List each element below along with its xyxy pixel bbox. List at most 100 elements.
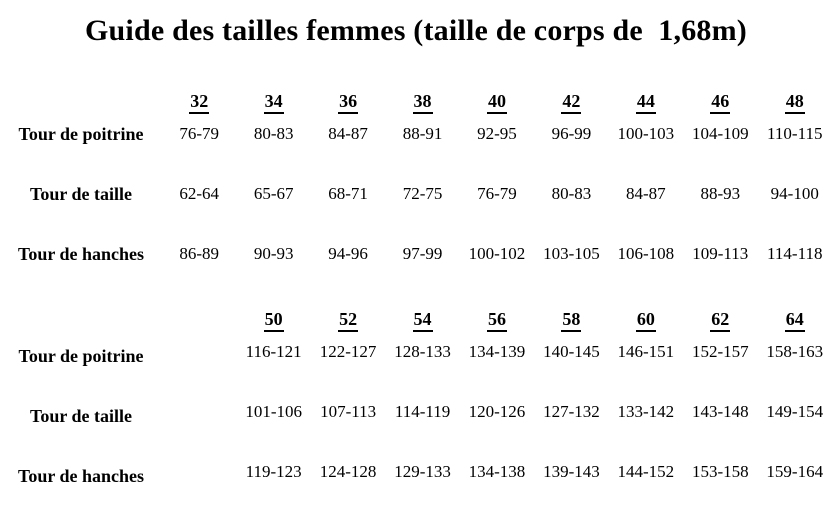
block2-size-header-row: 50 52 54 56 58 60 62 64 xyxy=(0,296,832,334)
measurement-cell: 80-83 xyxy=(236,116,310,176)
measurement-cell: 139-143 xyxy=(534,454,608,514)
measurement-cell: 88-93 xyxy=(683,176,757,236)
size-header: 46 xyxy=(710,92,730,114)
size-header-cell: 48 xyxy=(758,86,832,116)
measurement-cell: 68-71 xyxy=(311,176,385,236)
measurement-cell: 94-100 xyxy=(758,176,832,236)
table-row-chest-2: Tour de poitrine 116-121 122-127 128-133… xyxy=(0,334,832,394)
size-header-cell: 54 xyxy=(385,296,459,334)
measurement-cell: 124-128 xyxy=(311,454,385,514)
measurement-cell: 116-121 xyxy=(236,334,310,394)
measurement-cell: 92-95 xyxy=(460,116,534,176)
size-header-cell: 58 xyxy=(534,296,608,334)
measurement-cell: 140-145 xyxy=(534,334,608,394)
measurement-cell: 133-142 xyxy=(609,394,683,454)
measurement-cell: 106-108 xyxy=(609,236,683,296)
measurement-cell: 88-91 xyxy=(385,116,459,176)
measurement-cell: 122-127 xyxy=(311,334,385,394)
size-header-cell: 34 xyxy=(236,86,310,116)
row-label: Tour de hanches xyxy=(0,454,162,514)
size-header-cell: 64 xyxy=(758,296,832,334)
size-header-cell: 38 xyxy=(385,86,459,116)
spacer-cell xyxy=(162,296,236,334)
corner-spacer-cell xyxy=(0,86,162,116)
measurement-cell: 128-133 xyxy=(385,334,459,394)
row-label: Tour de hanches xyxy=(0,236,162,296)
measurement-cell: 146-151 xyxy=(609,334,683,394)
size-header: 50 xyxy=(264,310,284,332)
measurement-cell: 134-139 xyxy=(460,334,534,394)
spacer-cell xyxy=(162,394,236,454)
measurement-cell: 97-99 xyxy=(385,236,459,296)
size-header: 36 xyxy=(338,92,358,114)
measurement-cell: 119-123 xyxy=(236,454,310,514)
corner-spacer-cell xyxy=(0,296,162,334)
size-header-cell: 46 xyxy=(683,86,757,116)
table-row-waist-1: Tour de taille 62-64 65-67 68-71 72-75 7… xyxy=(0,176,832,236)
size-header-cell: 36 xyxy=(311,86,385,116)
measurement-cell: 109-113 xyxy=(683,236,757,296)
measurement-cell: 110-115 xyxy=(758,116,832,176)
size-header: 54 xyxy=(413,310,433,332)
measurement-cell: 114-119 xyxy=(385,394,459,454)
measurement-cell: 152-157 xyxy=(683,334,757,394)
table-row-hips-1: Tour de hanches 86-89 90-93 94-96 97-99 … xyxy=(0,236,832,296)
measurement-cell: 129-133 xyxy=(385,454,459,514)
size-header-cell: 40 xyxy=(460,86,534,116)
row-label: Tour de taille xyxy=(0,176,162,236)
measurement-cell: 84-87 xyxy=(311,116,385,176)
row-label: Tour de taille xyxy=(0,394,162,454)
size-header: 40 xyxy=(487,92,507,114)
size-guide-table: 32 34 36 38 40 42 44 46 48 Tour de poitr… xyxy=(0,86,832,514)
size-header-cell: 62 xyxy=(683,296,757,334)
size-header-cell: 32 xyxy=(162,86,236,116)
measurement-cell: 86-89 xyxy=(162,236,236,296)
size-header: 62 xyxy=(710,310,730,332)
size-header: 32 xyxy=(189,92,209,114)
measurement-cell: 143-148 xyxy=(683,394,757,454)
table-row-chest-1: Tour de poitrine 76-79 80-83 84-87 88-91… xyxy=(0,116,832,176)
measurement-cell: 96-99 xyxy=(534,116,608,176)
size-header: 64 xyxy=(785,310,805,332)
measurement-cell: 114-118 xyxy=(758,236,832,296)
size-header-cell: 44 xyxy=(609,86,683,116)
measurement-cell: 72-75 xyxy=(385,176,459,236)
size-header-cell: 50 xyxy=(236,296,310,334)
measurement-cell: 65-67 xyxy=(236,176,310,236)
size-header: 38 xyxy=(413,92,433,114)
row-label: Tour de poitrine xyxy=(0,334,162,394)
measurement-cell: 120-126 xyxy=(460,394,534,454)
measurement-cell: 100-102 xyxy=(460,236,534,296)
size-header: 34 xyxy=(264,92,284,114)
size-header-cell: 52 xyxy=(311,296,385,334)
spacer-cell xyxy=(162,334,236,394)
measurement-cell: 94-96 xyxy=(311,236,385,296)
size-header-cell: 60 xyxy=(609,296,683,334)
spacer-cell xyxy=(162,454,236,514)
measurement-cell: 153-158 xyxy=(683,454,757,514)
measurement-cell: 159-164 xyxy=(758,454,832,514)
size-header: 52 xyxy=(338,310,358,332)
measurement-cell: 62-64 xyxy=(162,176,236,236)
table-row-waist-2: Tour de taille 101-106 107-113 114-119 1… xyxy=(0,394,832,454)
measurement-cell: 144-152 xyxy=(609,454,683,514)
measurement-cell: 80-83 xyxy=(534,176,608,236)
row-label: Tour de poitrine xyxy=(0,116,162,176)
size-header: 60 xyxy=(636,310,656,332)
measurement-cell: 76-79 xyxy=(162,116,236,176)
block1-size-header-row: 32 34 36 38 40 42 44 46 48 xyxy=(0,86,832,116)
page-title: Guide des tailles femmes (taille de corp… xyxy=(0,0,832,50)
measurement-cell: 84-87 xyxy=(609,176,683,236)
measurement-cell: 149-154 xyxy=(758,394,832,454)
measurement-cell: 76-79 xyxy=(460,176,534,236)
size-header: 48 xyxy=(785,92,805,114)
table-row-hips-2: Tour de hanches 119-123 124-128 129-133 … xyxy=(0,454,832,514)
measurement-cell: 103-105 xyxy=(534,236,608,296)
measurement-cell: 90-93 xyxy=(236,236,310,296)
measurement-cell: 100-103 xyxy=(609,116,683,176)
measurement-cell: 101-106 xyxy=(236,394,310,454)
measurement-cell: 104-109 xyxy=(683,116,757,176)
size-header: 56 xyxy=(487,310,507,332)
size-header-cell: 56 xyxy=(460,296,534,334)
measurement-cell: 127-132 xyxy=(534,394,608,454)
